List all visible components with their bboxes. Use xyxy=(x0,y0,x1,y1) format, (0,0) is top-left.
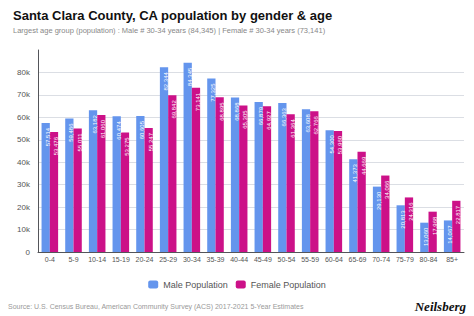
svg-text:80-84: 80-84 xyxy=(420,256,438,263)
svg-text:20k: 20k xyxy=(17,203,31,212)
svg-text:61,364: 61,364 xyxy=(290,119,296,138)
svg-text:34,066: 34,066 xyxy=(384,180,390,199)
svg-text:5-9: 5-9 xyxy=(68,256,78,263)
svg-text:10k: 10k xyxy=(17,225,31,234)
svg-text:Santa Clara County, CA populat: Santa Clara County, CA population by gen… xyxy=(13,8,332,23)
svg-text:57,514: 57,514 xyxy=(45,127,51,146)
svg-text:Female Population: Female Population xyxy=(251,280,326,290)
svg-text:Largest age group (population): Largest age group (population) : Male # … xyxy=(13,26,326,35)
svg-text:40k: 40k xyxy=(17,158,31,167)
svg-text:0: 0 xyxy=(26,248,31,257)
svg-text:62,766: 62,766 xyxy=(313,115,319,134)
svg-text:29,130: 29,130 xyxy=(376,191,382,210)
svg-text:50k: 50k xyxy=(17,135,31,144)
svg-text:15-19: 15-19 xyxy=(112,256,130,263)
svg-text:60k: 60k xyxy=(17,113,31,122)
svg-text:84,345: 84,345 xyxy=(187,67,193,86)
svg-text:53,960: 53,960 xyxy=(337,135,343,154)
svg-text:68,895: 68,895 xyxy=(219,102,225,121)
svg-text:69,842: 69,842 xyxy=(171,100,177,119)
svg-text:10-14: 10-14 xyxy=(88,256,106,263)
svg-text:70-74: 70-74 xyxy=(372,256,390,263)
svg-text:Male Population: Male Population xyxy=(163,280,228,290)
svg-text:25-29: 25-29 xyxy=(159,256,177,263)
svg-text:22,817: 22,817 xyxy=(455,205,461,224)
svg-text:80k: 80k xyxy=(17,68,31,77)
svg-text:13,060: 13,060 xyxy=(423,227,429,246)
svg-text:66,363: 66,363 xyxy=(281,107,287,126)
svg-text:55,247: 55,247 xyxy=(148,132,154,151)
svg-text:45-49: 45-49 xyxy=(254,256,272,263)
svg-text:24,316: 24,316 xyxy=(408,202,414,221)
svg-text:59,486: 59,486 xyxy=(68,123,74,142)
svg-text:14,067: 14,067 xyxy=(447,225,453,244)
svg-text:82,344: 82,344 xyxy=(163,72,169,91)
svg-text:70k: 70k xyxy=(17,90,31,99)
svg-text:20,813: 20,813 xyxy=(400,210,406,229)
svg-text:55,011: 55,011 xyxy=(77,133,83,152)
svg-text:66,879: 66,879 xyxy=(258,106,264,125)
svg-text:20-24: 20-24 xyxy=(136,256,154,263)
svg-text:54,300: 54,300 xyxy=(329,134,335,153)
svg-text:73,141: 73,141 xyxy=(195,92,201,111)
svg-text:40-44: 40-44 xyxy=(230,256,248,263)
svg-text:61,060: 61,060 xyxy=(100,119,106,138)
svg-text:65,305: 65,305 xyxy=(242,110,248,129)
svg-text:65-69: 65-69 xyxy=(349,256,367,263)
svg-text:35-39: 35-39 xyxy=(207,256,225,263)
svg-text:Source: U.S. Census Bureau, Am: Source: U.S. Census Bureau, American Com… xyxy=(8,303,304,311)
svg-text:50-54: 50-54 xyxy=(278,256,296,263)
svg-text:64,927: 64,927 xyxy=(266,111,272,130)
svg-text:41,373: 41,373 xyxy=(352,163,358,182)
svg-text:68,868: 68,868 xyxy=(234,102,240,121)
svg-text:53,476: 53,476 xyxy=(53,136,59,155)
svg-text:60,474: 60,474 xyxy=(116,121,122,140)
svg-text:60-64: 60-64 xyxy=(325,256,343,263)
svg-text:63,182: 63,182 xyxy=(92,115,98,134)
svg-text:30-34: 30-34 xyxy=(183,256,201,263)
svg-text:53,275: 53,275 xyxy=(124,137,130,156)
svg-text:Neilsberg: Neilsberg xyxy=(414,299,467,314)
svg-text:85+: 85+ xyxy=(446,256,458,263)
svg-text:0-4: 0-4 xyxy=(45,256,55,263)
svg-text:75-79: 75-79 xyxy=(396,256,414,263)
svg-text:60,605: 60,605 xyxy=(139,120,145,139)
svg-text:55-59: 55-59 xyxy=(301,256,319,263)
svg-text:30k: 30k xyxy=(17,180,31,189)
svg-text:77,325: 77,325 xyxy=(210,83,216,102)
svg-text:44,669: 44,669 xyxy=(361,156,367,175)
svg-text:17,968: 17,968 xyxy=(432,216,438,235)
svg-text:63,608: 63,608 xyxy=(305,114,311,133)
